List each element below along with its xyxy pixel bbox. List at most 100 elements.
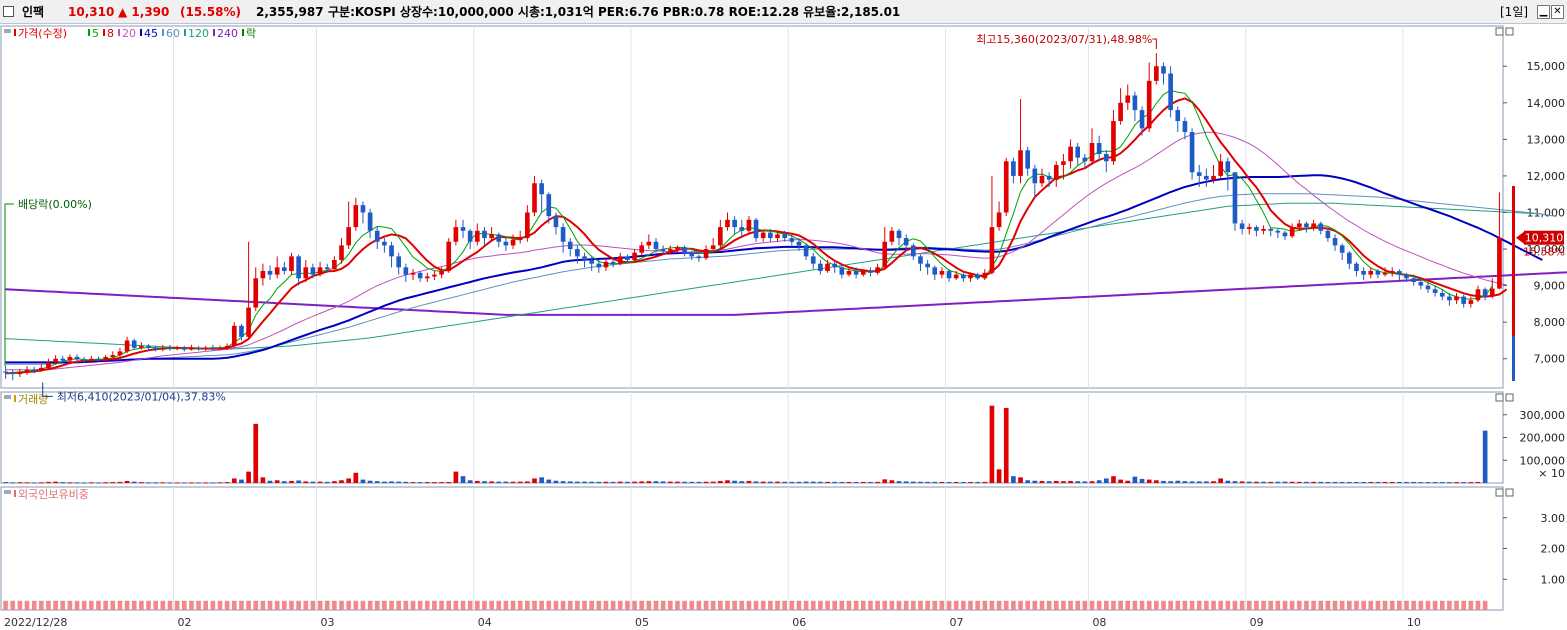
foreign-ratio-bar <box>289 600 294 610</box>
candle-body <box>1025 150 1031 169</box>
panel-maximize-icon <box>1505 488 1514 497</box>
candle-body <box>1482 289 1488 297</box>
volume-bar <box>246 471 251 483</box>
volume-bar <box>1296 481 1302 483</box>
close-icon[interactable]: ✕ <box>1551 5 1564 19</box>
foreign-ratio-bar <box>810 600 816 610</box>
current-price-tag <box>1524 230 1564 245</box>
foreign-ratio-bar <box>1468 600 1474 610</box>
volume-bar <box>189 482 194 484</box>
candle-body <box>446 241 452 271</box>
panel-restore-icon <box>1495 393 1504 402</box>
legend-ma-60: 60 <box>166 27 180 40</box>
foreign-ratio-bar <box>617 600 623 610</box>
foreign-ratio-bar <box>1211 600 1216 610</box>
volume-bar <box>746 480 752 483</box>
foreign-ratio-bar <box>575 600 580 610</box>
foreign-ratio-bar <box>596 600 602 610</box>
minimize-icon[interactable]: ▁ <box>1537 5 1550 19</box>
volume-bar <box>374 481 380 483</box>
volume-bar <box>3 482 8 484</box>
candle-body <box>775 234 780 239</box>
foreign-ratio-bar <box>231 600 237 610</box>
volume-bar <box>496 481 502 483</box>
candle-body <box>1325 230 1331 239</box>
candle-body <box>324 267 330 270</box>
foreign-ratio-bar <box>432 600 437 610</box>
volume-bar <box>1003 407 1009 483</box>
volume-bar <box>360 479 366 483</box>
foreign-ratio-bar <box>768 600 773 610</box>
candle-body <box>67 356 73 361</box>
foreign-ratio-bar <box>153 600 158 610</box>
candle-body <box>153 347 158 350</box>
volume-bar <box>489 481 494 483</box>
foreign-ratio-bar <box>1475 600 1481 610</box>
candle-body <box>253 278 259 308</box>
foreign-ratio-bar <box>1232 600 1238 610</box>
candle-body <box>403 267 409 275</box>
candle-body <box>996 212 1002 228</box>
foreign-ratio-bar <box>38 600 44 610</box>
foreign-ratio-bar <box>1339 600 1345 610</box>
candle-body <box>310 267 316 275</box>
foreign-ratio-bar <box>467 600 473 610</box>
volume-bar <box>446 481 452 483</box>
foreign-ratio-bar <box>1161 600 1166 610</box>
foreign-ratio-bar <box>1168 600 1173 610</box>
volume-bar <box>832 481 838 483</box>
candle-body <box>1075 146 1081 158</box>
volume-bar <box>396 481 402 483</box>
foreign-ratio-bar <box>1125 600 1131 610</box>
volume-bar <box>410 482 416 484</box>
volume-bar <box>203 482 209 484</box>
foreign-ratio-bar <box>1461 600 1467 610</box>
foreign-ratio-bar <box>1275 600 1281 610</box>
candle-body <box>532 183 537 213</box>
candle-body <box>1061 161 1066 165</box>
foreign-ratio-bar <box>582 600 587 610</box>
volume-bar <box>939 481 945 483</box>
candle-body <box>667 249 673 251</box>
candle-body <box>510 239 516 246</box>
volume-bar <box>310 481 316 483</box>
volume-bar <box>696 481 702 483</box>
volume-bar <box>675 481 680 483</box>
volume-bar <box>1161 480 1166 483</box>
volume-bar <box>889 480 895 483</box>
volume-bar <box>896 481 902 483</box>
foreign-ratio-bar <box>953 600 959 610</box>
period-selector[interactable]: [1일] <box>1500 5 1529 19</box>
candle-body <box>1268 228 1274 231</box>
legend-ma-5: 5 <box>92 27 99 40</box>
foreign-ratio-bar <box>1404 600 1409 610</box>
foreign-ratio-bar <box>746 600 752 610</box>
foreign-ratio-bar <box>689 600 695 610</box>
select-checkbox[interactable] <box>3 6 14 17</box>
volume-bar <box>982 481 988 483</box>
candle-body <box>1339 245 1345 253</box>
candle-body <box>374 230 380 242</box>
candle-body <box>660 249 666 251</box>
candle-body <box>1454 296 1459 301</box>
foreign-ratio-bar <box>1139 600 1145 610</box>
volume-bar <box>1225 480 1231 483</box>
foreign-ratio-bar <box>1296 600 1302 610</box>
candle-body <box>682 247 687 253</box>
volume-bar <box>710 481 716 483</box>
candle-body <box>1182 121 1188 133</box>
foreign-ratio-bar <box>782 600 787 610</box>
y-tick-label: 15,000 <box>1527 60 1566 73</box>
foreign-ratio-bar <box>860 600 866 610</box>
volume-bar <box>296 480 301 483</box>
volume-bar <box>117 481 123 483</box>
volume-bar <box>1325 481 1331 483</box>
volume-bar <box>725 480 730 483</box>
volume-bar <box>653 481 659 483</box>
foreign-ratio-bar <box>267 600 273 610</box>
candle-body <box>389 245 394 257</box>
foreign-ratio-bar <box>24 600 30 610</box>
candle-body <box>1497 237 1502 289</box>
candle-body <box>575 249 580 257</box>
volume-bar <box>632 481 637 483</box>
